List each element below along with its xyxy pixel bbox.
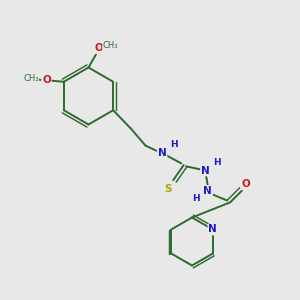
Text: N: N <box>201 166 210 176</box>
Text: N: N <box>208 224 217 235</box>
Text: H: H <box>170 140 178 148</box>
Text: CH₃: CH₃ <box>103 41 118 50</box>
Text: N: N <box>203 186 212 196</box>
Text: O: O <box>94 43 103 53</box>
Text: O: O <box>242 179 250 189</box>
Text: N: N <box>158 148 167 158</box>
Text: O: O <box>42 75 51 85</box>
Text: H: H <box>213 158 220 167</box>
Text: S: S <box>164 184 172 194</box>
Text: CH₃: CH₃ <box>23 74 39 83</box>
Text: H: H <box>192 194 200 203</box>
